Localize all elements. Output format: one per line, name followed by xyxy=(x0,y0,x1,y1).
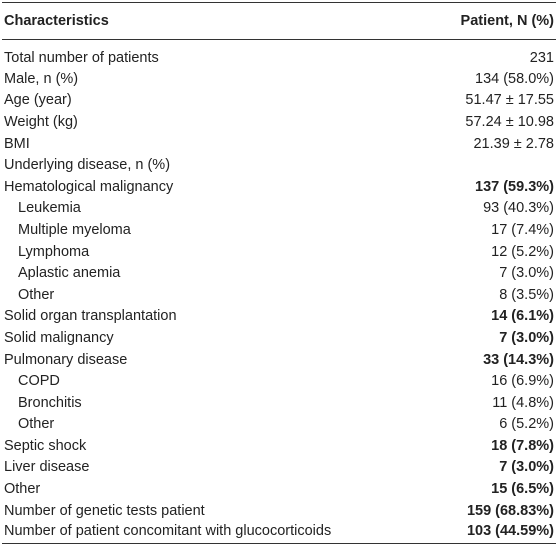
row-value: 7 (3.0%) xyxy=(499,459,554,476)
row-value: 12 (5.2%) xyxy=(491,243,554,260)
table-row: Age (year) 51.47 ± 17.55 xyxy=(2,90,556,112)
row-label: Number of patient concomitant with gluco… xyxy=(2,521,431,545)
table-row: Total number of patients 231 xyxy=(2,40,556,69)
row-label: Solid malignancy xyxy=(4,329,114,346)
row-value: 18 (7.8%) xyxy=(491,437,554,454)
row-value: 134 (58.0%) xyxy=(475,70,554,87)
table: Characteristics Patient, N (%) Total num… xyxy=(2,2,556,545)
row-value: 17 (7.4%) xyxy=(491,221,554,238)
row-label: COPD xyxy=(18,373,60,390)
row-value: 16 (6.9%) xyxy=(491,373,554,390)
row-value xyxy=(430,154,556,176)
row-label: Solid organ transplantation xyxy=(4,308,177,325)
row-value: 8 (3.5%) xyxy=(499,286,554,303)
row-label: Other xyxy=(18,286,55,303)
row-value: 11 (4.8%) xyxy=(492,394,554,411)
table-row: Solid organ transplantation 14 (6.1%) xyxy=(2,306,556,328)
table-row: BMI 21.39 ± 2.78 xyxy=(2,133,556,155)
row-label: Other xyxy=(18,416,55,433)
row-label: Septic shock xyxy=(4,437,87,454)
table-row: Pulmonary disease 33 (14.3%) xyxy=(2,349,556,371)
row-label: Underlying disease, n (%) xyxy=(4,157,171,174)
table-row: Number of patient concomitant with gluco… xyxy=(2,521,556,545)
row-value: 21.39 ± 2.78 xyxy=(473,135,554,152)
row-value: 93 (40.3%) xyxy=(483,200,554,217)
header-cell: Patient, N (%) xyxy=(430,2,556,40)
row-value: 51.47 ± 17.55 xyxy=(465,92,554,109)
table-row: Lymphoma 12 (5.2%) xyxy=(2,241,556,263)
row-value: 7 (3.0%) xyxy=(499,329,554,346)
table-row: Other 15 (6.5%) xyxy=(2,478,556,500)
table-row: Liver disease 7 (3.0%) xyxy=(2,457,556,479)
table-row: Bronchitis 11 (4.8%) xyxy=(2,392,556,414)
table-row: Male, n (%) 134 (58.0%) xyxy=(2,68,556,90)
row-label: Number of genetic tests patient xyxy=(4,502,205,519)
row-label: BMI xyxy=(4,135,30,152)
table-row: Leukemia 93 (40.3%) xyxy=(2,198,556,220)
row-label: Weight (kg) xyxy=(4,113,78,130)
row-label: Multiple myeloma xyxy=(18,221,131,238)
table-row: Hematological malignancy 137 (59.3%) xyxy=(2,176,556,198)
row-value: 231 xyxy=(529,50,554,66)
row-label: Age (year) xyxy=(4,92,72,109)
row-value: 159 (68.83%) xyxy=(466,502,554,519)
table-row: Multiple myeloma 17 (7.4%) xyxy=(2,219,556,241)
row-label: Bronchitis xyxy=(18,394,82,411)
row-label: Pulmonary disease xyxy=(4,351,128,368)
row-label: Aplastic anemia xyxy=(18,265,121,282)
header-row: Characteristics Patient, N (%) xyxy=(2,2,556,40)
row-label: Total number of patients xyxy=(4,50,159,66)
row-value: 15 (6.5%) xyxy=(491,481,554,498)
table-row: COPD 16 (6.9%) xyxy=(2,370,556,392)
table-row: Underlying disease, n (%) xyxy=(2,154,556,176)
table-row: Aplastic anemia 7 (3.0%) xyxy=(2,262,556,284)
row-label: Other xyxy=(4,481,41,498)
row-value: 6 (5.2%) xyxy=(499,416,554,433)
row-value: 57.24 ± 10.98 xyxy=(465,113,554,130)
row-label: Lymphoma xyxy=(18,243,90,260)
row-value: 14 (6.1%) xyxy=(491,308,554,325)
row-value: 103 (44.59%) xyxy=(430,521,556,545)
row-label: Liver disease xyxy=(4,459,90,476)
row-value: 7 (3.0%) xyxy=(499,265,554,282)
row-value: 33 (14.3%) xyxy=(483,351,554,368)
row-label: Hematological malignancy xyxy=(4,178,174,195)
table-row: Septic shock 18 (7.8%) xyxy=(2,435,556,457)
table-row: Solid malignancy 7 (3.0%) xyxy=(2,327,556,349)
table-body: Total number of patients 231 Male, n (%) 13… xyxy=(2,40,556,545)
table-row: Other 8 (3.5%) xyxy=(2,284,556,306)
table-row: Weight (kg) 57.24 ± 10.98 xyxy=(2,111,556,133)
row-label: Male, n (%) xyxy=(4,70,79,87)
row-value: 137 (59.3%) xyxy=(475,178,554,195)
table-row: Number of genetic tests patient 159 (68.8… xyxy=(2,500,556,522)
table-row: Other 6 (5.2%) xyxy=(2,414,556,436)
header-cell: Characteristics xyxy=(2,2,431,40)
row-label: Leukemia xyxy=(18,200,81,217)
